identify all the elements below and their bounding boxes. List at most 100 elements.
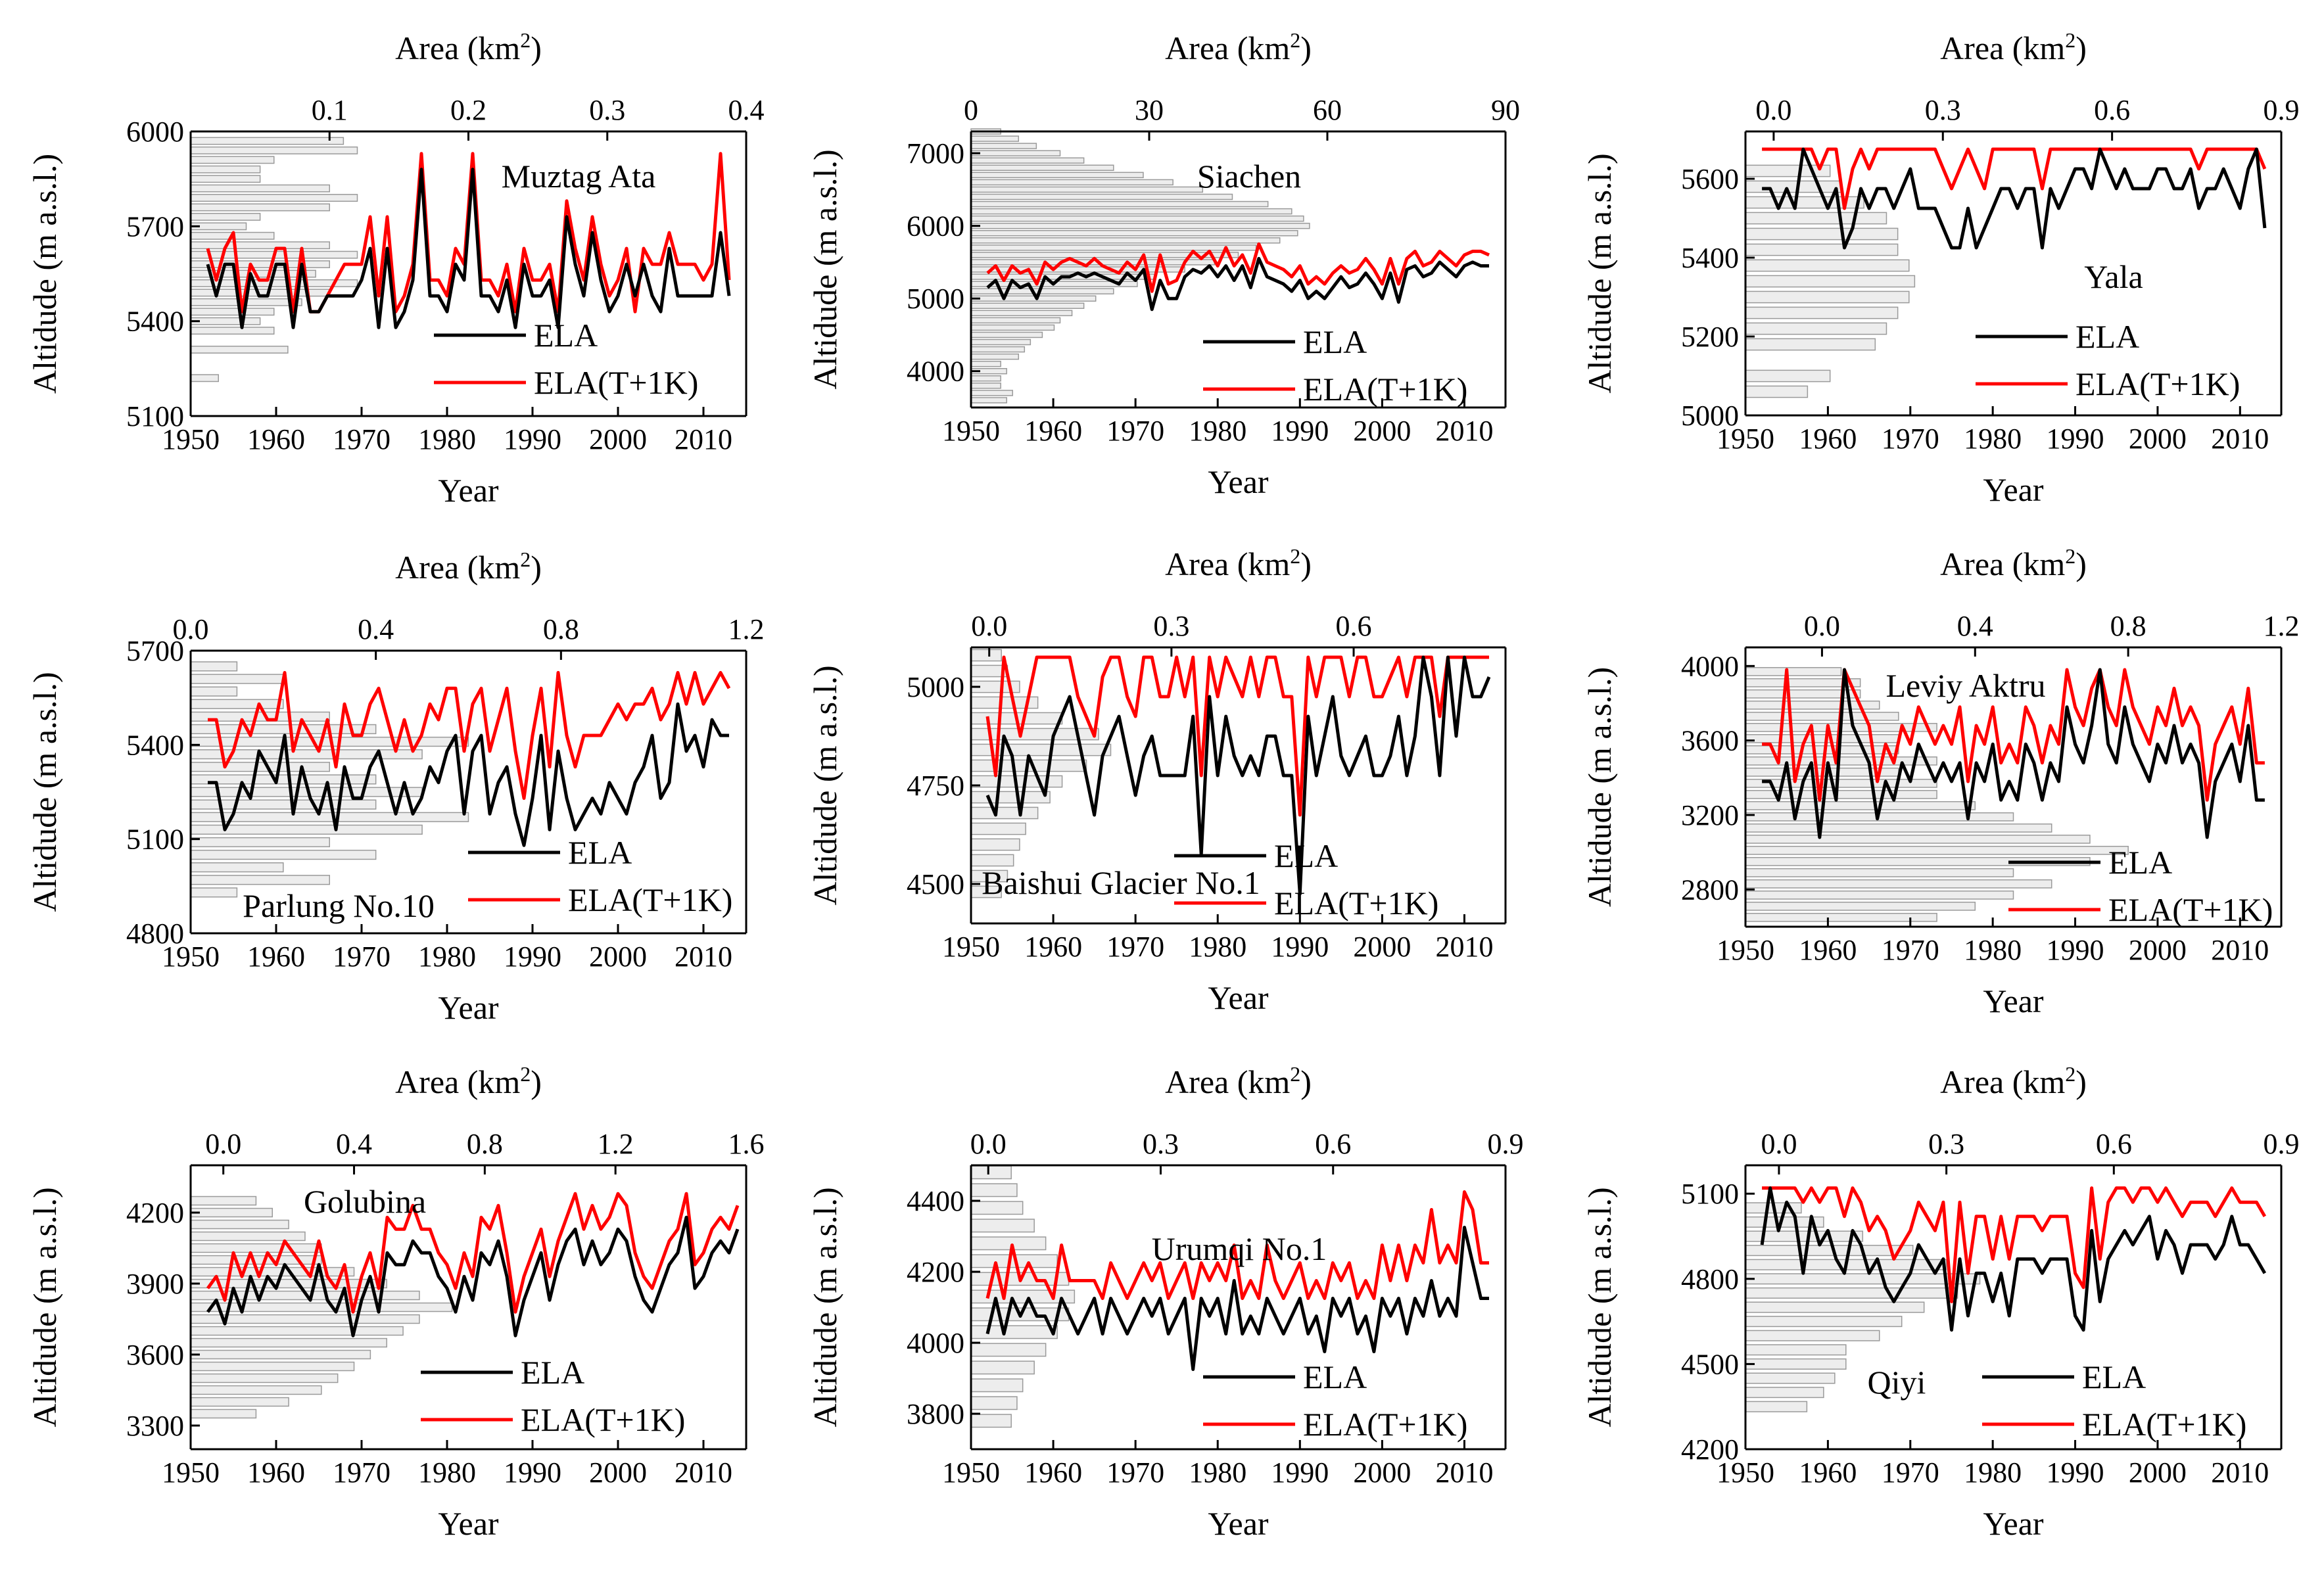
area-bar <box>1745 1358 1847 1370</box>
x-axis-title: Year <box>1208 979 1268 1016</box>
area-bar <box>190 686 238 697</box>
legend-label: ELA(T+1K) <box>2082 1406 2246 1443</box>
top-tick-label: 1.2 <box>598 1128 634 1160</box>
x-tick-label: 1970 <box>1882 423 1939 455</box>
legend-label: ELA(T+1K) <box>534 364 698 401</box>
x-tick-label: 2010 <box>2211 934 2269 966</box>
legend: ELA ELA(T+1K) <box>1982 1359 2246 1443</box>
area-bar <box>970 172 1144 179</box>
area-bar <box>970 822 1026 835</box>
chart-panel: 1950 1960 1970 1980 1990 2000 2010 5000 5200 5400… <box>1581 28 2300 508</box>
x-tick-label: 2000 <box>589 423 647 455</box>
series-line-ela-t1k <box>206 1192 740 1314</box>
area-bar <box>1745 733 1899 743</box>
chart-panel: 1950 1960 1970 1980 1990 2000 2010 4000 5000 6000… <box>807 28 1520 500</box>
area-bar <box>970 1325 1058 1339</box>
area-bar <box>970 215 1304 222</box>
top-tick-label: 60 <box>1313 94 1342 126</box>
area-bar <box>970 222 1310 229</box>
area-bar <box>970 302 1085 309</box>
area-bar <box>1745 322 1887 335</box>
top-tick-label: 0.0 <box>970 1128 1007 1160</box>
area-bar <box>1745 1245 1914 1257</box>
x-tick-label: 1990 <box>1271 1456 1329 1489</box>
area-bar <box>190 184 330 193</box>
x-tick-label: 2000 <box>1353 415 1411 447</box>
top-axis-title-text: Area (km <box>395 1063 520 1100</box>
legend-label: ELA(T+1K) <box>521 1401 685 1438</box>
x-tick-label: 1980 <box>1189 1456 1246 1489</box>
top-axis-title-text: Area (km <box>1165 1063 1290 1100</box>
y-axis-title: Altidude (m a.s.l.) <box>26 1187 63 1427</box>
top-tick-label: 1.2 <box>728 613 765 645</box>
x-tick-label: 1960 <box>1799 1456 1857 1489</box>
top-axis-title-close: ) <box>2075 30 2087 66</box>
area-bar <box>1745 1287 1958 1299</box>
top-tick-label: 0.1 <box>312 94 348 126</box>
area-histogram <box>970 649 1112 898</box>
area-bar <box>190 1385 322 1395</box>
area-bar <box>970 164 1114 171</box>
top-tick-label: 0.9 <box>1488 1128 1524 1160</box>
x-tick-label: 2000 <box>2129 423 2187 455</box>
area-bar <box>970 1236 1047 1251</box>
area-bar <box>190 1326 404 1336</box>
y-tick-label: 4750 <box>907 770 964 802</box>
area-bar <box>970 1165 1012 1180</box>
x-tick-label: 2010 <box>1435 931 1493 963</box>
series-line-ela-t1k <box>986 242 1490 293</box>
area-bar <box>1745 666 1842 676</box>
top-axis-title-close: ) <box>1300 546 1312 582</box>
area-bar <box>970 338 1032 346</box>
area-bar <box>1745 1316 1903 1328</box>
area-bar <box>970 1343 1047 1357</box>
area-bar <box>1745 845 2129 855</box>
x-tick-label: 1960 <box>1024 931 1082 963</box>
panel-label: Parlung No.10 <box>243 887 435 924</box>
top-tick-label: 0.6 <box>2094 94 2130 126</box>
top-tick-label: 0.3 <box>1153 610 1189 642</box>
legend-label: ELA(T+1K) <box>1303 1406 1467 1443</box>
legend-label: ELA(T+1K) <box>1303 371 1467 407</box>
area-bar <box>190 241 330 250</box>
top-tick-label: 0.6 <box>1315 1128 1351 1160</box>
area-bar <box>190 194 358 202</box>
top-axis-title: Area (km2) <box>395 28 542 66</box>
x-tick-label: 2010 <box>1435 415 1493 447</box>
y-tick-label: 4800 <box>126 918 184 950</box>
legend-label: ELA <box>534 317 598 354</box>
x-axis-title: Year <box>438 472 498 509</box>
x-tick-label: 1990 <box>1271 415 1329 447</box>
x-tick-label: 2000 <box>2129 1456 2187 1489</box>
area-bar <box>190 862 284 873</box>
top-axis-title-superscript: 2 <box>1290 1062 1300 1086</box>
top-axis-title-superscript: 2 <box>1290 28 1300 52</box>
area-bar <box>190 1397 289 1407</box>
area-bar <box>970 157 1085 164</box>
x-tick-label: 2000 <box>589 941 647 973</box>
top-tick-label: 1.6 <box>728 1128 765 1160</box>
y-tick-label: 5000 <box>907 671 964 703</box>
area-bar <box>190 137 344 145</box>
x-axis-title: Year <box>1983 983 2043 1019</box>
legend: ELA ELA(T+1K) <box>421 1354 685 1438</box>
top-tick-label: 0.3 <box>589 94 625 126</box>
area-bar <box>970 200 1269 208</box>
series-line-ela-t1k <box>208 670 731 801</box>
area-bar <box>970 806 1039 820</box>
top-tick-label: 0.0 <box>971 610 1007 642</box>
area-bar <box>970 324 1055 331</box>
legend: ELA ELA(T+1K) <box>1976 318 2240 402</box>
area-bar <box>970 179 1174 186</box>
area-bar <box>190 165 261 174</box>
area-bar <box>190 203 330 212</box>
x-tick-label: 1970 <box>333 1456 391 1489</box>
y-tick-label: 4000 <box>907 356 964 388</box>
y-tick-label: 6000 <box>907 210 964 243</box>
area-bar <box>970 331 1043 338</box>
top-axis-title-close: ) <box>1300 30 1312 66</box>
series-line-ela-t1k <box>985 1190 1489 1300</box>
x-tick-label: 1980 <box>1189 931 1246 963</box>
area-bar <box>190 175 261 183</box>
top-axis-title: Area (km2) <box>1165 1062 1312 1100</box>
